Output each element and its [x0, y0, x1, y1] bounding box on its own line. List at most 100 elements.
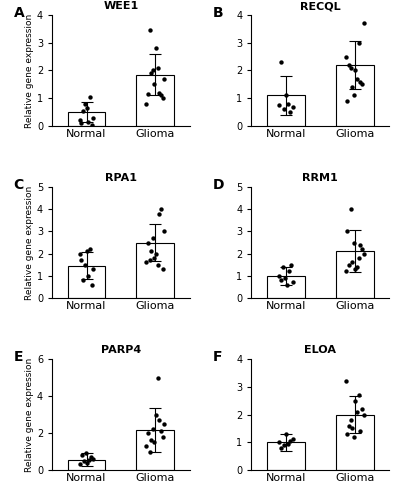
Point: [354, 408, 360, 416]
Point: [280, 441, 287, 449]
Point: [290, 278, 296, 286]
Point: [156, 88, 162, 96]
Point: [151, 254, 158, 262]
Point: [344, 430, 350, 438]
Point: [89, 280, 95, 288]
Point: [83, 248, 90, 256]
Point: [280, 263, 286, 271]
Point: [357, 427, 363, 435]
Point: [158, 205, 164, 213]
Point: [359, 80, 365, 88]
Point: [78, 119, 85, 127]
Title: PARP4: PARP4: [101, 346, 141, 356]
Point: [357, 240, 363, 248]
Point: [278, 58, 284, 66]
Point: [84, 458, 91, 466]
Point: [159, 432, 166, 440]
Title: RRM1: RRM1: [302, 174, 338, 184]
Point: [349, 424, 355, 432]
Point: [159, 94, 166, 102]
Point: [287, 437, 294, 445]
Bar: [136, 242, 174, 298]
Point: [350, 238, 357, 246]
Point: [143, 442, 150, 450]
Point: [344, 228, 350, 235]
Point: [278, 444, 284, 452]
Point: [280, 106, 287, 114]
Point: [357, 78, 363, 86]
Point: [150, 66, 156, 74]
Point: [89, 120, 95, 128]
Point: [360, 410, 367, 418]
Point: [78, 451, 85, 459]
Point: [342, 377, 349, 385]
Point: [85, 272, 91, 280]
Point: [288, 260, 294, 268]
Point: [161, 228, 167, 235]
Point: [80, 457, 87, 465]
Point: [346, 422, 352, 430]
Point: [342, 268, 349, 276]
Point: [352, 265, 358, 273]
Bar: [336, 414, 373, 470]
Point: [153, 250, 159, 258]
Point: [276, 101, 282, 109]
Title: RPA1: RPA1: [105, 174, 137, 184]
Point: [360, 250, 367, 258]
Point: [282, 274, 288, 282]
Text: F: F: [213, 350, 223, 364]
Point: [287, 108, 294, 116]
Point: [355, 391, 362, 399]
Text: E: E: [14, 350, 23, 364]
Point: [145, 429, 151, 437]
Point: [80, 106, 86, 114]
Point: [342, 52, 349, 60]
Point: [286, 268, 292, 276]
Point: [359, 405, 365, 413]
Text: C: C: [14, 178, 24, 192]
Point: [276, 272, 282, 280]
Point: [81, 100, 88, 108]
Point: [81, 260, 88, 268]
Title: ELOA: ELOA: [304, 346, 336, 356]
Bar: [336, 65, 373, 126]
Title: RECQL: RECQL: [300, 2, 340, 12]
Y-axis label: Relative gene expression: Relative gene expression: [25, 186, 34, 300]
Bar: [136, 430, 174, 470]
Point: [145, 90, 151, 98]
Point: [154, 374, 161, 382]
Bar: [267, 96, 305, 126]
Point: [87, 245, 93, 253]
Point: [148, 70, 154, 78]
Point: [90, 455, 97, 463]
Point: [158, 427, 164, 435]
Point: [350, 92, 357, 100]
Point: [360, 20, 367, 28]
Point: [148, 248, 154, 256]
Point: [154, 260, 161, 268]
Point: [159, 265, 166, 273]
Point: [146, 26, 153, 34]
Point: [88, 453, 95, 461]
Point: [347, 64, 354, 72]
Title: WEE1: WEE1: [103, 2, 138, 12]
Point: [87, 93, 93, 101]
Point: [354, 75, 360, 83]
Point: [347, 205, 354, 213]
Bar: [267, 442, 305, 470]
Point: [150, 426, 156, 434]
Bar: [336, 252, 373, 298]
Bar: [68, 112, 105, 126]
Point: [151, 80, 158, 88]
Point: [278, 276, 284, 284]
Point: [276, 438, 282, 446]
Point: [285, 100, 292, 108]
Point: [284, 280, 290, 288]
Point: [355, 38, 362, 46]
Text: B: B: [213, 6, 224, 20]
Text: D: D: [213, 178, 225, 192]
Point: [143, 258, 150, 266]
Point: [346, 61, 352, 69]
Point: [77, 116, 83, 124]
Point: [145, 238, 151, 246]
